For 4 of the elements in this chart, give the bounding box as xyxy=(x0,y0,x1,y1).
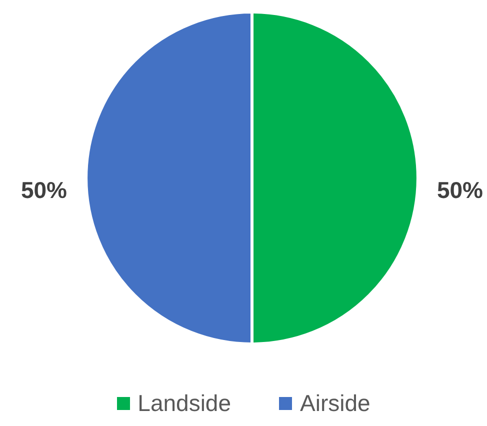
data-label: 50% xyxy=(20,177,68,203)
legend-label: Landside xyxy=(138,390,232,417)
legend-label: Airside xyxy=(300,390,370,417)
data-label: 50% xyxy=(436,177,484,203)
